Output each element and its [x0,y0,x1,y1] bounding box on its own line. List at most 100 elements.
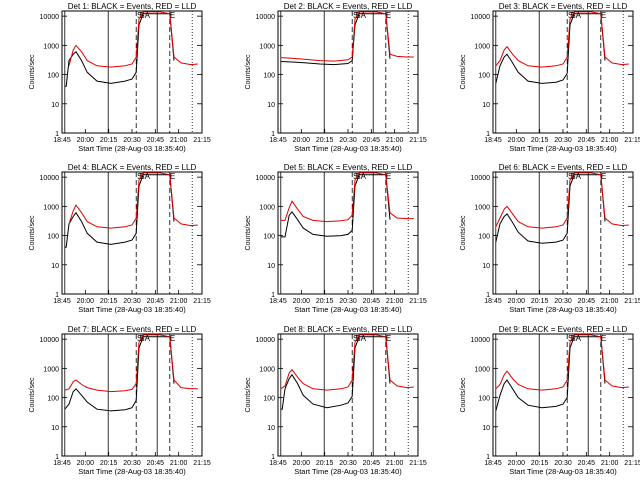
marker-label: E [170,334,175,343]
x-axis-label: Start Time (28-Aug-03 18:35:40) [509,467,617,476]
plot-frame [277,10,419,134]
y-tick-label: 10000 [40,337,60,344]
x-tick-label: 18:45 [484,298,502,305]
marker-label: S [353,11,358,20]
x-tick-label: 20:30 [123,137,141,144]
marker-label: SA [355,334,366,343]
x-tick-label: 21:15 [409,298,427,305]
y-tick-label: 10 [482,263,490,270]
panel-title: Det 8: BLACK = Events, RED = LLD [284,325,413,334]
plot-frame [492,171,634,295]
x-axis-label: Start Time (28-Aug-03 18:35:40) [509,305,617,314]
panel-det-8: 1 10 100 1000 10000 18:45 20:00 20:15 20:30 20:45… [245,325,427,476]
y-tick-label: 1000 [474,204,490,211]
panel-title: Det 6: BLACK = Events, RED = LLD [499,163,628,172]
marker-label: S [353,334,358,343]
series-lld-line [68,11,198,68]
panel-det-2: 1 10 100 1000 10000 18:45 20:00 20:15 20:30 20:45… [245,2,427,153]
marker-label: S [568,334,573,343]
marker-label: SA [570,11,581,20]
y-axis-label: Counts/sec [29,54,36,90]
x-tick-label: 21:15 [624,460,640,467]
x-tick-label: 20:15 [100,460,118,467]
y-axis-label: Counts/sec [29,215,36,251]
x-tick-label: 20:30 [339,298,357,305]
y-tick-label: 100 [47,234,59,241]
y-tick-label: 100 [47,73,59,80]
x-tick-label: 20:00 [508,460,526,467]
y-tick-label: 1 [271,131,275,138]
x-tick-label: 20:45 [147,137,165,144]
y-tick-label: 10000 [40,14,60,21]
y-tick-label: 100 [478,396,490,403]
panel-title: Det 9: BLACK = Events, RED = LLD [499,325,628,334]
x-tick-label: 21:00 [170,137,188,144]
x-tick-label: 20:45 [363,460,381,467]
x-tick-label: 21:00 [386,298,404,305]
y-tick-label: 100 [478,73,490,80]
marker-label: SA [570,334,581,343]
y-tick-label: 1 [486,292,490,299]
marker-label: S [137,11,142,20]
y-tick-label: 100 [263,234,275,241]
x-tick-label: 18:45 [269,298,287,305]
marker-label: SA [355,172,366,181]
panel-det-1: 1 10 100 1000 10000 18:45 20:00 20:15 20:30 20:45… [29,2,211,153]
x-tick-label: 21:00 [386,137,404,144]
y-axis-label: Counts/sec [245,215,252,251]
x-tick-label: 20:15 [531,137,549,144]
y-tick-label: 100 [47,396,59,403]
y-tick-label: 1 [486,454,490,461]
y-axis-label: Counts/sec [460,215,467,251]
marker-label: E [170,172,175,181]
x-tick-label: 21:00 [170,298,188,305]
series-events-line [280,174,391,238]
x-tick-label: 20:30 [339,137,357,144]
y-tick-label: 1000 [43,204,59,211]
series-lld-line [280,11,414,62]
y-tick-label: 1 [55,454,59,461]
x-tick-label: 21:00 [601,137,619,144]
x-tick-label: 21:15 [624,137,640,144]
x-tick-label: 21:15 [193,298,211,305]
x-tick-label: 20:45 [147,460,165,467]
panel-det-6: 1 10 100 1000 10000 18:45 20:00 20:15 20:30 20:45… [460,163,640,314]
plot-frame [277,333,419,457]
series-events-line [64,13,175,87]
panel-title: Det 3: BLACK = Events, RED = LLD [499,2,628,11]
marker-label: S [568,172,573,181]
series-lld-line [495,172,629,229]
x-tick-label: 20:45 [363,137,381,144]
y-tick-label: 1 [271,454,275,461]
x-tick-label: 20:15 [531,460,549,467]
y-tick-label: 10000 [256,175,276,182]
x-tick-label: 20:00 [293,298,311,305]
y-tick-label: 100 [263,396,275,403]
y-tick-label: 10000 [471,14,491,21]
x-tick-label: 20:15 [316,298,334,305]
panel-title: Det 5: BLACK = Events, RED = LLD [284,163,413,172]
series-events-line [64,336,175,412]
x-tick-label: 20:00 [508,298,526,305]
y-tick-label: 10 [267,263,275,270]
x-tick-label: 18:45 [484,460,502,467]
x-tick-label: 20:15 [531,298,549,305]
marker-label: SA [139,11,150,20]
y-tick-label: 10 [51,425,59,432]
y-tick-label: 1000 [259,43,275,50]
x-tick-label: 20:15 [316,460,334,467]
x-tick-label: 21:15 [409,460,427,467]
x-tick-label: 21:00 [386,460,404,467]
y-tick-label: 10 [267,425,275,432]
y-tick-label: 10 [267,102,275,109]
series-lld-line [495,11,629,68]
panel-title: Det 7: BLACK = Events, RED = LLD [68,325,197,334]
y-tick-label: 10 [51,102,59,109]
x-tick-label: 20:30 [123,460,141,467]
y-tick-label: 1 [486,131,490,138]
x-tick-label: 20:45 [147,298,165,305]
marker-label: E [386,172,391,181]
x-axis-label: Start Time (28-Aug-03 18:35:40) [294,144,402,153]
x-tick-label: 20:00 [293,460,311,467]
y-tick-label: 100 [263,73,275,80]
